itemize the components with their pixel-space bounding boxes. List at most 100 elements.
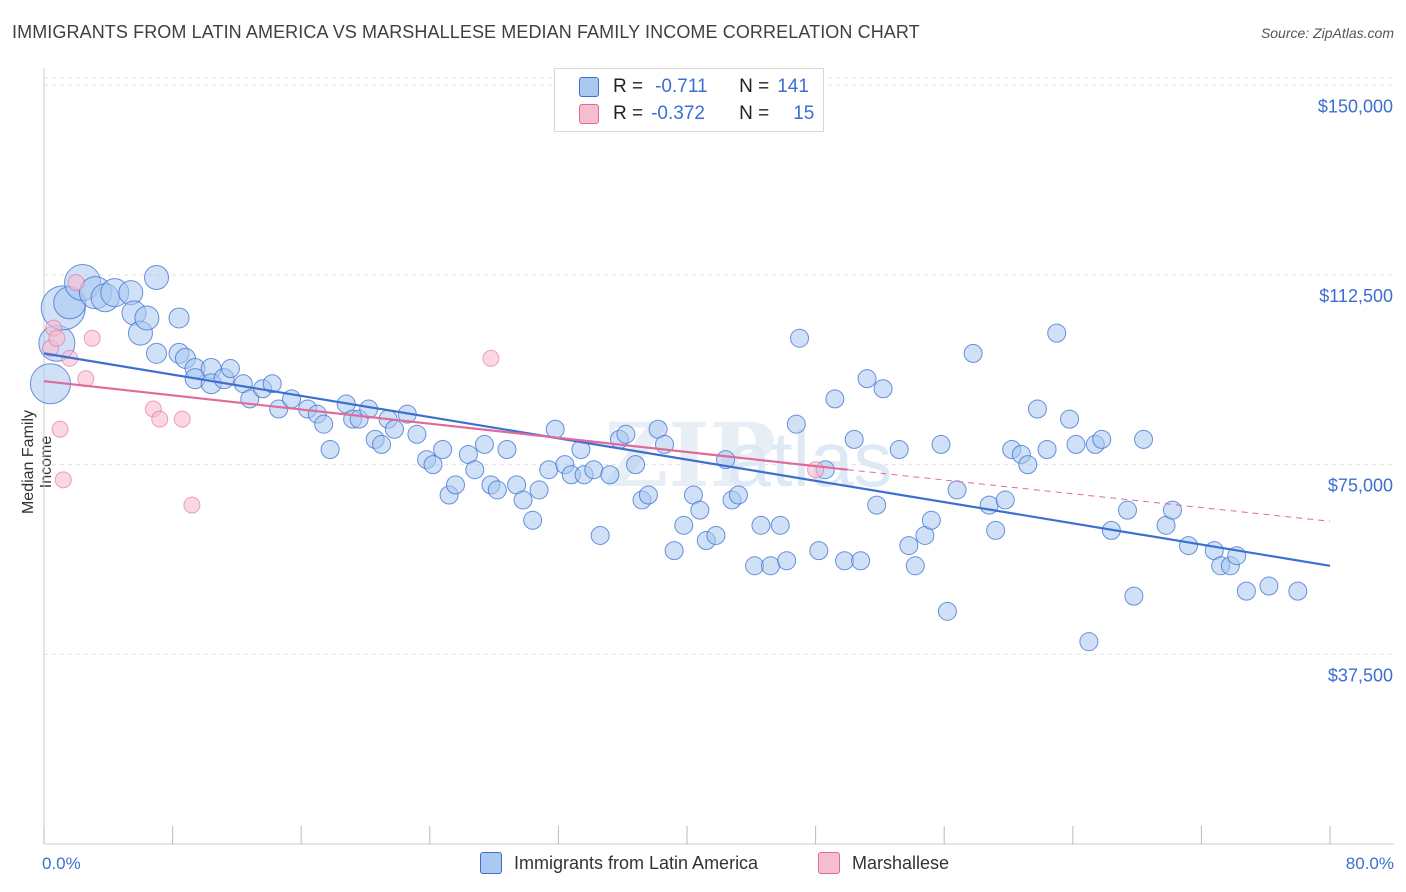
data-point-marshallese — [48, 329, 66, 347]
data-point-latin-america — [1047, 323, 1067, 343]
data-point-latin-america — [986, 520, 1006, 540]
y-tick-label: $75,000 — [1328, 476, 1393, 496]
legend-row-marshallese: R = -0.372 N = 15 — [579, 101, 814, 127]
data-point-latin-america — [751, 515, 771, 535]
data-point-latin-america — [1179, 536, 1199, 556]
legend-item-latin-america: Immigrants from Latin America — [480, 852, 758, 874]
data-point-latin-america — [761, 556, 781, 576]
data-point-marshallese — [807, 461, 825, 479]
data-point-latin-america — [786, 414, 806, 434]
data-point-latin-america — [873, 379, 893, 399]
data-point-latin-america — [616, 424, 636, 444]
data-point-latin-america — [433, 439, 453, 459]
data-point-latin-america — [1066, 434, 1086, 454]
pink-swatch — [818, 852, 840, 874]
data-point-marshallese — [482, 349, 500, 367]
legend-label: Marshallese — [852, 852, 950, 873]
data-point-latin-america — [1124, 586, 1144, 606]
n-value: 141 — [777, 76, 809, 97]
data-point-latin-america — [1236, 581, 1256, 601]
legend-item-marshallese: Marshallese — [818, 852, 949, 874]
data-point-latin-america — [523, 510, 543, 530]
data-point-marshallese — [173, 410, 191, 428]
data-point-latin-america — [529, 480, 549, 500]
data-point-latin-america — [899, 536, 919, 556]
data-point-latin-america — [1079, 632, 1099, 652]
data-point-latin-america — [937, 601, 957, 621]
r-value: -0.711 — [655, 76, 708, 97]
data-point-latin-america — [889, 439, 909, 459]
trend-line-latin-america — [43, 352, 1331, 567]
data-point-latin-america — [1027, 399, 1047, 419]
data-point-latin-america — [1018, 455, 1038, 475]
data-point-latin-america — [1162, 500, 1182, 520]
data-point-latin-america — [963, 343, 983, 363]
data-point-latin-america — [770, 515, 790, 535]
legend-row-latin-america: R = -0.711 N = 141 — [579, 74, 809, 100]
data-point-latin-america — [1259, 576, 1279, 596]
n-label: N = — [739, 76, 770, 97]
data-point-latin-america — [1092, 429, 1112, 449]
data-point-marshallese — [183, 496, 201, 514]
data-point-latin-america — [513, 490, 533, 510]
data-point-latin-america — [995, 490, 1015, 510]
data-point-marshallese — [54, 471, 72, 489]
data-point-latin-america — [262, 374, 282, 394]
data-point-marshallese — [83, 329, 101, 347]
series-marshallese-points — [41, 274, 825, 514]
data-point-latin-america — [1060, 409, 1080, 429]
n-label: N = — [739, 103, 770, 124]
data-point-latin-america — [745, 556, 765, 576]
data-point-latin-america — [384, 419, 404, 439]
data-point-latin-america — [168, 307, 190, 329]
data-point-latin-america — [144, 264, 170, 290]
data-point-latin-america — [825, 389, 845, 409]
trend-lines — [43, 352, 1331, 567]
data-point-latin-america — [809, 541, 829, 561]
trend-line-marshallese-extension — [847, 469, 1331, 522]
data-point-latin-america — [664, 541, 684, 561]
data-point-latin-america — [465, 460, 485, 480]
data-point-latin-america — [320, 439, 340, 459]
data-point-latin-america — [407, 424, 427, 444]
trend-line-marshallese — [43, 380, 848, 471]
data-point-latin-america — [423, 455, 443, 475]
correlation-legend: R = -0.711 N = 141 R = -0.372 N = 15 — [554, 68, 824, 132]
data-point-latin-america — [584, 460, 604, 480]
data-point-latin-america — [1037, 439, 1057, 459]
data-point-latin-america — [539, 460, 559, 480]
data-point-latin-america — [497, 439, 517, 459]
data-point-marshallese — [51, 420, 69, 438]
r-label: R = — [613, 76, 644, 97]
data-point-latin-america — [1117, 500, 1137, 520]
data-point-latin-america — [545, 419, 565, 439]
legend-label: Immigrants from Latin America — [514, 852, 759, 873]
data-point-latin-america — [1288, 581, 1308, 601]
data-point-latin-america — [590, 525, 610, 545]
data-point-latin-america — [638, 485, 658, 505]
x-tick-min: 0.0% — [42, 854, 81, 873]
series-legend: Immigrants from Latin America Marshalles… — [0, 852, 1406, 878]
chart-title: IMMIGRANTS FROM LATIN AMERICA VS MARSHAL… — [12, 22, 920, 42]
data-point-latin-america — [728, 485, 748, 505]
y-tick-labels: $37,500 $75,000 $112,500 $150,000 — [1318, 96, 1393, 685]
pink-swatch — [579, 104, 599, 124]
data-point-latin-america — [674, 515, 694, 535]
data-point-latin-america — [372, 434, 392, 454]
data-point-latin-america — [947, 480, 967, 500]
y-tick-label: $150,000 — [1318, 96, 1393, 116]
data-point-latin-america — [487, 480, 507, 500]
axes — [43, 68, 1394, 845]
data-point-latin-america — [220, 359, 240, 379]
r-value: -0.372 — [651, 103, 705, 124]
data-point-latin-america — [134, 305, 160, 331]
data-point-latin-america — [474, 434, 494, 454]
data-point-latin-america — [867, 495, 887, 515]
data-point-marshallese — [67, 274, 85, 292]
x-tick-max: 80.0% — [1345, 854, 1394, 873]
data-point-latin-america — [706, 525, 726, 545]
data-point-latin-america — [857, 369, 877, 389]
data-point-latin-america — [314, 414, 334, 434]
data-point-latin-america — [921, 510, 941, 530]
